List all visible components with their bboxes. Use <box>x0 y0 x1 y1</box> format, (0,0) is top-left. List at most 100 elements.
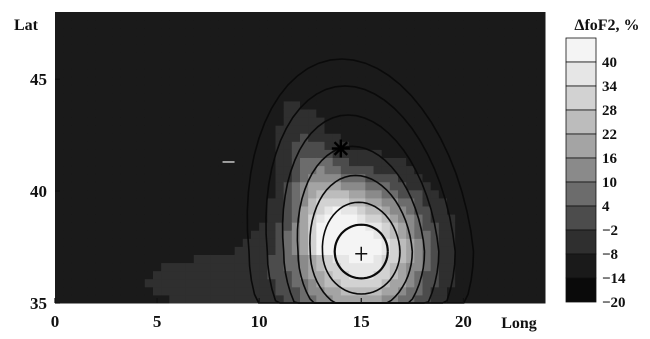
heat-cell <box>71 165 80 175</box>
heat-cell <box>447 109 456 118</box>
heat-cell <box>414 157 423 167</box>
heat-cell <box>87 270 97 280</box>
heat-cell <box>349 286 358 296</box>
heat-cell <box>496 125 505 134</box>
heat-cell <box>79 109 89 118</box>
heat-cell <box>504 197 513 207</box>
contour-line <box>246 58 475 304</box>
heat-cell <box>398 181 407 191</box>
heat-cell <box>275 44 285 53</box>
heat-cell <box>487 189 497 199</box>
heat-cell <box>87 157 97 167</box>
heat-cell <box>251 133 260 142</box>
heat-cell <box>447 20 456 29</box>
heat-cell <box>455 165 464 175</box>
heat-cell <box>357 20 366 29</box>
heat-cell <box>55 76 64 86</box>
heat-cell <box>169 173 178 183</box>
heat-cell <box>251 222 260 231</box>
heat-cell <box>275 181 285 191</box>
heat-cell <box>496 278 505 288</box>
heat-cell <box>202 189 211 199</box>
heat-cell <box>95 117 105 126</box>
heat-cell <box>283 214 293 223</box>
heat-cell <box>193 149 203 158</box>
heat-cell <box>536 133 546 142</box>
heat-cell <box>324 100 334 110</box>
heat-cell <box>210 254 219 264</box>
heat-cell <box>202 173 211 183</box>
heat-cell <box>512 109 521 118</box>
heat-cell <box>177 60 187 70</box>
heat-cell <box>398 44 407 53</box>
heat-cell <box>218 214 227 223</box>
heat-cell <box>177 133 187 142</box>
heat-cell <box>234 60 244 70</box>
heat-cell <box>267 76 276 86</box>
heat-cell <box>373 173 383 183</box>
heat-cell <box>259 20 268 29</box>
heat-cell <box>55 222 64 231</box>
heat-cell <box>504 278 513 288</box>
heat-cell <box>136 125 146 134</box>
heat-cell <box>267 246 276 255</box>
heat-cell <box>389 141 399 150</box>
y-tick-label: 40 <box>30 182 47 201</box>
heat-cell <box>291 246 301 255</box>
heat-cell <box>71 12 80 21</box>
heat-cell <box>234 181 244 191</box>
heat-cell <box>87 246 97 255</box>
heat-cell <box>251 52 260 61</box>
heat-cell <box>471 270 481 280</box>
heat-cell <box>308 254 317 264</box>
heat-cell <box>471 254 481 264</box>
heat-cell <box>422 206 432 215</box>
heat-cell <box>332 133 342 142</box>
heat-cell <box>210 278 219 288</box>
heat-cell <box>479 173 489 183</box>
colorbar-swatch <box>565 109 597 135</box>
heat-cell <box>63 262 72 272</box>
heat-cell <box>87 206 97 215</box>
heat-cell <box>87 262 97 272</box>
heat-cell <box>55 262 64 272</box>
heat-cell <box>226 230 236 239</box>
heat-cell <box>63 84 72 94</box>
heat-cell <box>406 181 415 191</box>
heat-cell <box>373 20 383 29</box>
heat-cell <box>373 206 383 215</box>
heat-cell <box>324 52 334 61</box>
heat-cell <box>153 28 162 37</box>
heat-cell <box>349 270 358 280</box>
heat-cell <box>381 230 391 239</box>
heat-cell <box>283 286 293 296</box>
heat-cell <box>471 238 481 247</box>
heat-cell <box>234 100 244 110</box>
heat-cell <box>463 84 472 94</box>
heat-cell <box>144 44 154 53</box>
heat-cell <box>300 173 309 183</box>
heat-cell <box>275 60 285 70</box>
heat-cell <box>430 52 440 61</box>
colorbar-level-label: −8 <box>602 247 618 263</box>
heat-cell <box>242 117 252 126</box>
heat-cell <box>455 44 464 53</box>
heat-cell <box>349 125 358 134</box>
heat-cell <box>112 52 121 61</box>
heat-cell <box>55 117 64 126</box>
heat-cell <box>520 262 530 272</box>
heat-cell <box>95 125 105 134</box>
heat-cell <box>218 165 227 175</box>
heat-cell <box>373 125 383 134</box>
heat-cell <box>455 246 464 255</box>
heat-cell <box>120 254 129 264</box>
heat-cell <box>144 181 154 191</box>
heat-cell <box>398 133 407 142</box>
heat-cell <box>283 294 293 304</box>
heat-cell <box>528 149 538 158</box>
heat-cell <box>487 20 497 29</box>
heat-cell <box>324 246 334 255</box>
heat-cell <box>71 36 80 45</box>
heat-cell <box>193 286 203 296</box>
heat-cell <box>308 36 317 45</box>
